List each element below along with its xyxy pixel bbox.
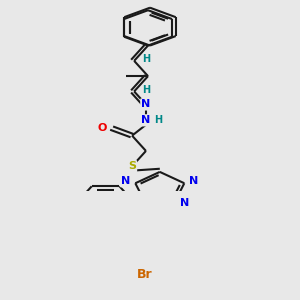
Text: O: O [97,123,107,133]
Text: N: N [121,176,130,186]
Text: H: H [142,54,150,64]
Text: S: S [128,161,136,171]
Text: N: N [180,198,189,208]
Text: N: N [141,99,151,110]
Text: N: N [141,115,151,125]
Text: H: H [154,115,162,125]
Text: H: H [142,85,150,94]
Text: Br: Br [137,268,152,281]
Text: N: N [189,176,199,186]
